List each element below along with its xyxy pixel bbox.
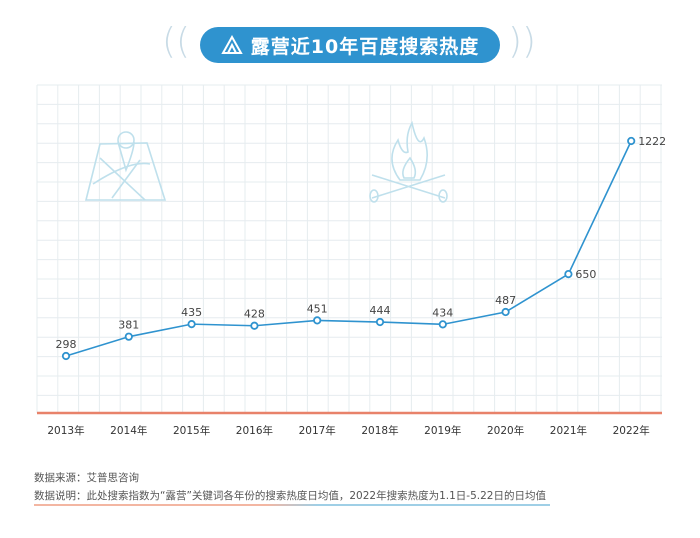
chart-title: 露营近10年百度搜索热度 xyxy=(200,27,500,63)
data-point xyxy=(375,317,385,327)
series-line xyxy=(65,140,632,357)
data-point xyxy=(250,321,259,330)
map-pin-icon xyxy=(84,131,167,201)
x-tick-label: 2019年 xyxy=(424,424,461,437)
chart-title-text: 露营近10年百度搜索热度 xyxy=(250,35,480,58)
data-label: 444 xyxy=(370,304,391,317)
data-point xyxy=(501,307,510,317)
data-point xyxy=(187,320,196,329)
data-point xyxy=(564,269,573,279)
data-label: 650 xyxy=(575,268,596,281)
line-chart: 298 2013年 381 2014年 435 2015年 428 2016年 451 2017年… xyxy=(36,84,666,437)
data-point xyxy=(124,332,133,341)
data-label: 298 xyxy=(56,338,77,351)
footer-divider xyxy=(34,504,550,506)
campfire-icon xyxy=(369,120,448,203)
tent-icon xyxy=(221,35,243,54)
data-label: 435 xyxy=(181,306,202,319)
data-label: 434 xyxy=(432,306,453,319)
x-tick-label: 2020年 xyxy=(487,424,524,437)
decor-paren-right: )) xyxy=(508,21,537,62)
x-tick-label: 2018年 xyxy=(361,424,398,437)
data-label: 487 xyxy=(495,294,516,307)
data-point xyxy=(627,136,636,146)
x-tick-label: 2013年 xyxy=(47,424,84,437)
x-tick-label: 2015年 xyxy=(173,424,210,437)
x-tick-label: 2021年 xyxy=(550,424,587,437)
data-label: 428 xyxy=(244,308,265,321)
description-note: 数据说明：此处搜索指数为“露营”关键词各年份的搜索热度日均值，2022年搜索热度… xyxy=(34,490,546,502)
data-point xyxy=(313,316,322,325)
data-point xyxy=(438,320,447,329)
x-tick-label: 2014年 xyxy=(110,424,147,437)
x-tick-label: 2017年 xyxy=(299,424,336,437)
source-note: 数据来源：艾普思咨询 xyxy=(34,472,139,484)
decor-paren-left: (( xyxy=(162,21,191,62)
x-tick-label: 2016年 xyxy=(236,424,273,437)
data-label: 451 xyxy=(307,302,328,315)
x-tick-label: 2022年 xyxy=(613,424,650,437)
data-label: 381 xyxy=(118,319,139,332)
data-label: 1222 xyxy=(638,135,666,148)
data-point xyxy=(61,351,71,361)
